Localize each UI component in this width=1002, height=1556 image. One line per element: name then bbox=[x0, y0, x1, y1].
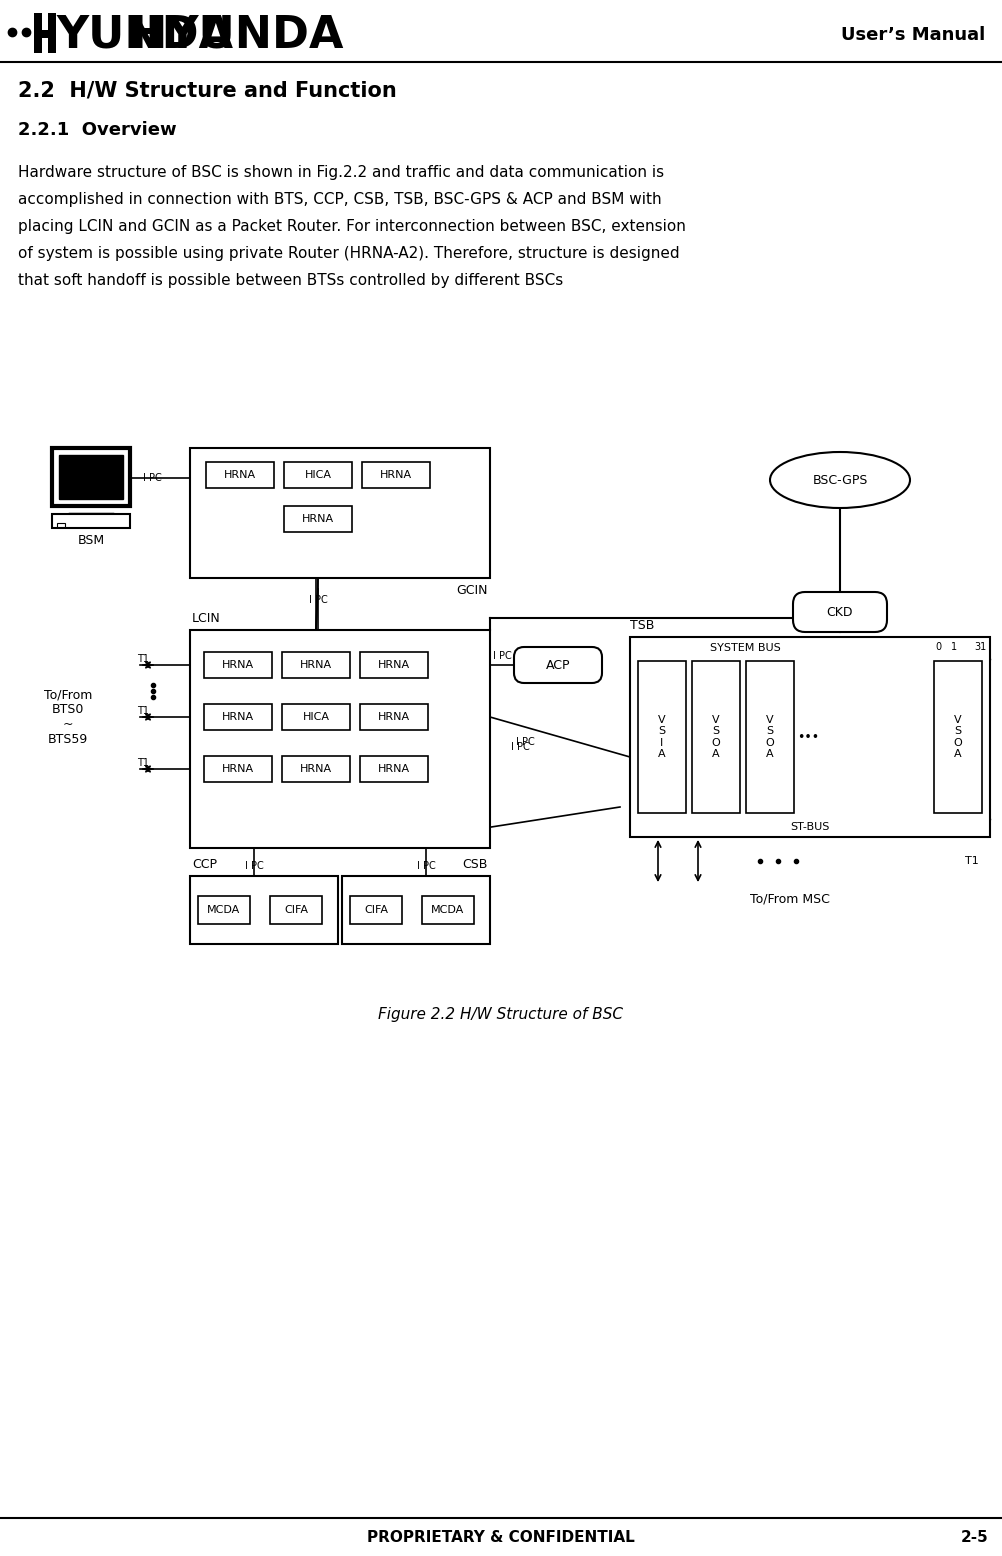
Text: HYUNDA: HYUNDA bbox=[130, 14, 345, 56]
Bar bbox=[362, 462, 430, 489]
Bar bbox=[190, 630, 490, 848]
Bar bbox=[34, 30, 56, 37]
Text: of system is possible using private Router (HRNA-A2). Therefore, structure is de: of system is possible using private Rout… bbox=[18, 246, 679, 260]
Text: placing LCIN and GCIN as a Packet Router. For interconnection between BSC, exten: placing LCIN and GCIN as a Packet Router… bbox=[18, 218, 686, 233]
Text: GCIN: GCIN bbox=[457, 584, 488, 596]
Text: HICA: HICA bbox=[305, 470, 332, 479]
Bar bbox=[48, 12, 56, 53]
Text: CSB: CSB bbox=[463, 857, 488, 870]
Text: 2.2.1  Overview: 2.2.1 Overview bbox=[18, 121, 176, 138]
Bar bbox=[282, 756, 350, 783]
Text: HRNA: HRNA bbox=[302, 513, 334, 524]
Text: T1: T1 bbox=[137, 654, 149, 664]
Text: User’s Manual: User’s Manual bbox=[841, 26, 985, 44]
Text: HRNA: HRNA bbox=[378, 660, 410, 671]
Bar bbox=[52, 513, 130, 527]
Text: I PC: I PC bbox=[142, 473, 161, 482]
Bar bbox=[422, 896, 474, 924]
Text: SYSTEM BUS: SYSTEM BUS bbox=[710, 643, 781, 654]
Text: CIFA: CIFA bbox=[284, 906, 308, 915]
Bar bbox=[282, 703, 350, 730]
Text: HRNA: HRNA bbox=[221, 660, 255, 671]
FancyBboxPatch shape bbox=[793, 591, 887, 632]
Text: 2-5: 2-5 bbox=[961, 1531, 989, 1545]
Text: HRNA: HRNA bbox=[380, 470, 412, 479]
Text: I PC: I PC bbox=[244, 860, 264, 871]
Text: T1: T1 bbox=[137, 758, 149, 769]
Text: 1: 1 bbox=[951, 643, 957, 652]
Text: T1: T1 bbox=[137, 706, 149, 716]
Text: To/From
BTS0
~
BTS59: To/From BTS0 ~ BTS59 bbox=[44, 688, 92, 745]
Text: I PC: I PC bbox=[511, 742, 529, 752]
Text: HRNA: HRNA bbox=[221, 713, 255, 722]
Text: 0: 0 bbox=[935, 643, 941, 652]
Bar bbox=[59, 454, 123, 499]
Text: MCDA: MCDA bbox=[432, 906, 465, 915]
Bar bbox=[198, 896, 250, 924]
Bar bbox=[204, 703, 272, 730]
Text: Figure 2.2 H/W Structure of BSC: Figure 2.2 H/W Structure of BSC bbox=[379, 1007, 623, 1021]
Bar bbox=[638, 661, 686, 812]
Text: HRNA: HRNA bbox=[221, 764, 255, 773]
Bar bbox=[190, 448, 490, 577]
Bar bbox=[206, 462, 274, 489]
Text: ACP: ACP bbox=[546, 658, 570, 672]
Text: V
S
O
A: V S O A bbox=[711, 714, 720, 759]
Text: V
S
I
A: V S I A bbox=[658, 714, 665, 759]
Bar bbox=[360, 703, 428, 730]
Text: TSB: TSB bbox=[630, 618, 654, 632]
Bar bbox=[52, 448, 130, 506]
Text: BSC-GPS: BSC-GPS bbox=[813, 473, 868, 487]
Bar bbox=[350, 896, 402, 924]
Bar bbox=[34, 12, 42, 53]
Text: LCIN: LCIN bbox=[192, 612, 220, 624]
Bar bbox=[284, 462, 352, 489]
Text: MCDA: MCDA bbox=[207, 906, 240, 915]
Bar bbox=[342, 876, 490, 944]
Text: HRNA: HRNA bbox=[300, 660, 332, 671]
Bar bbox=[282, 652, 350, 678]
Text: HRNA: HRNA bbox=[378, 764, 410, 773]
Bar bbox=[204, 652, 272, 678]
Text: ST-BUS: ST-BUS bbox=[791, 822, 830, 832]
Bar bbox=[746, 661, 794, 812]
Text: To/From MSC: To/From MSC bbox=[750, 893, 830, 906]
Text: 2.2  H/W Structure and Function: 2.2 H/W Structure and Function bbox=[18, 79, 397, 100]
Ellipse shape bbox=[770, 451, 910, 507]
Text: HRNA: HRNA bbox=[300, 764, 332, 773]
Text: CKD: CKD bbox=[827, 605, 854, 618]
Bar bbox=[360, 756, 428, 783]
Bar bbox=[270, 896, 322, 924]
Text: V
S
O
A: V S O A bbox=[766, 714, 775, 759]
Text: PROPRIETARY & CONFIDENTIAL: PROPRIETARY & CONFIDENTIAL bbox=[367, 1531, 635, 1545]
Bar bbox=[284, 506, 352, 532]
Text: I PC: I PC bbox=[516, 738, 534, 747]
Bar bbox=[692, 661, 740, 812]
Text: 31: 31 bbox=[974, 643, 986, 652]
Text: CIFA: CIFA bbox=[364, 906, 388, 915]
Text: I PC: I PC bbox=[417, 860, 436, 871]
Bar bbox=[57, 523, 65, 527]
Text: HICA: HICA bbox=[303, 713, 330, 722]
Text: HRNA: HRNA bbox=[223, 470, 257, 479]
Text: V
S
O
A: V S O A bbox=[954, 714, 962, 759]
Text: Hardware structure of BSC is shown in Fig.2.2 and traffic and data communication: Hardware structure of BSC is shown in Fi… bbox=[18, 165, 664, 179]
Text: •••: ••• bbox=[797, 730, 819, 744]
Bar bbox=[630, 636, 990, 837]
Text: that soft handoff is possible between BTSs controlled by different BSCs: that soft handoff is possible between BT… bbox=[18, 272, 563, 288]
Bar bbox=[190, 876, 338, 944]
Text: BSM: BSM bbox=[77, 534, 104, 546]
Bar bbox=[360, 652, 428, 678]
Bar bbox=[204, 756, 272, 783]
Text: accomplished in connection with BTS, CCP, CSB, TSB, BSC-GPS & ACP and BSM with: accomplished in connection with BTS, CCP… bbox=[18, 191, 661, 207]
Text: HRNA: HRNA bbox=[378, 713, 410, 722]
FancyBboxPatch shape bbox=[514, 647, 602, 683]
Text: CCP: CCP bbox=[192, 857, 217, 870]
Text: I PC: I PC bbox=[493, 650, 511, 661]
Bar bbox=[934, 661, 982, 812]
Text: T1: T1 bbox=[965, 856, 979, 867]
Text: YUNDA: YUNDA bbox=[56, 14, 233, 56]
Text: I PC: I PC bbox=[309, 594, 328, 605]
